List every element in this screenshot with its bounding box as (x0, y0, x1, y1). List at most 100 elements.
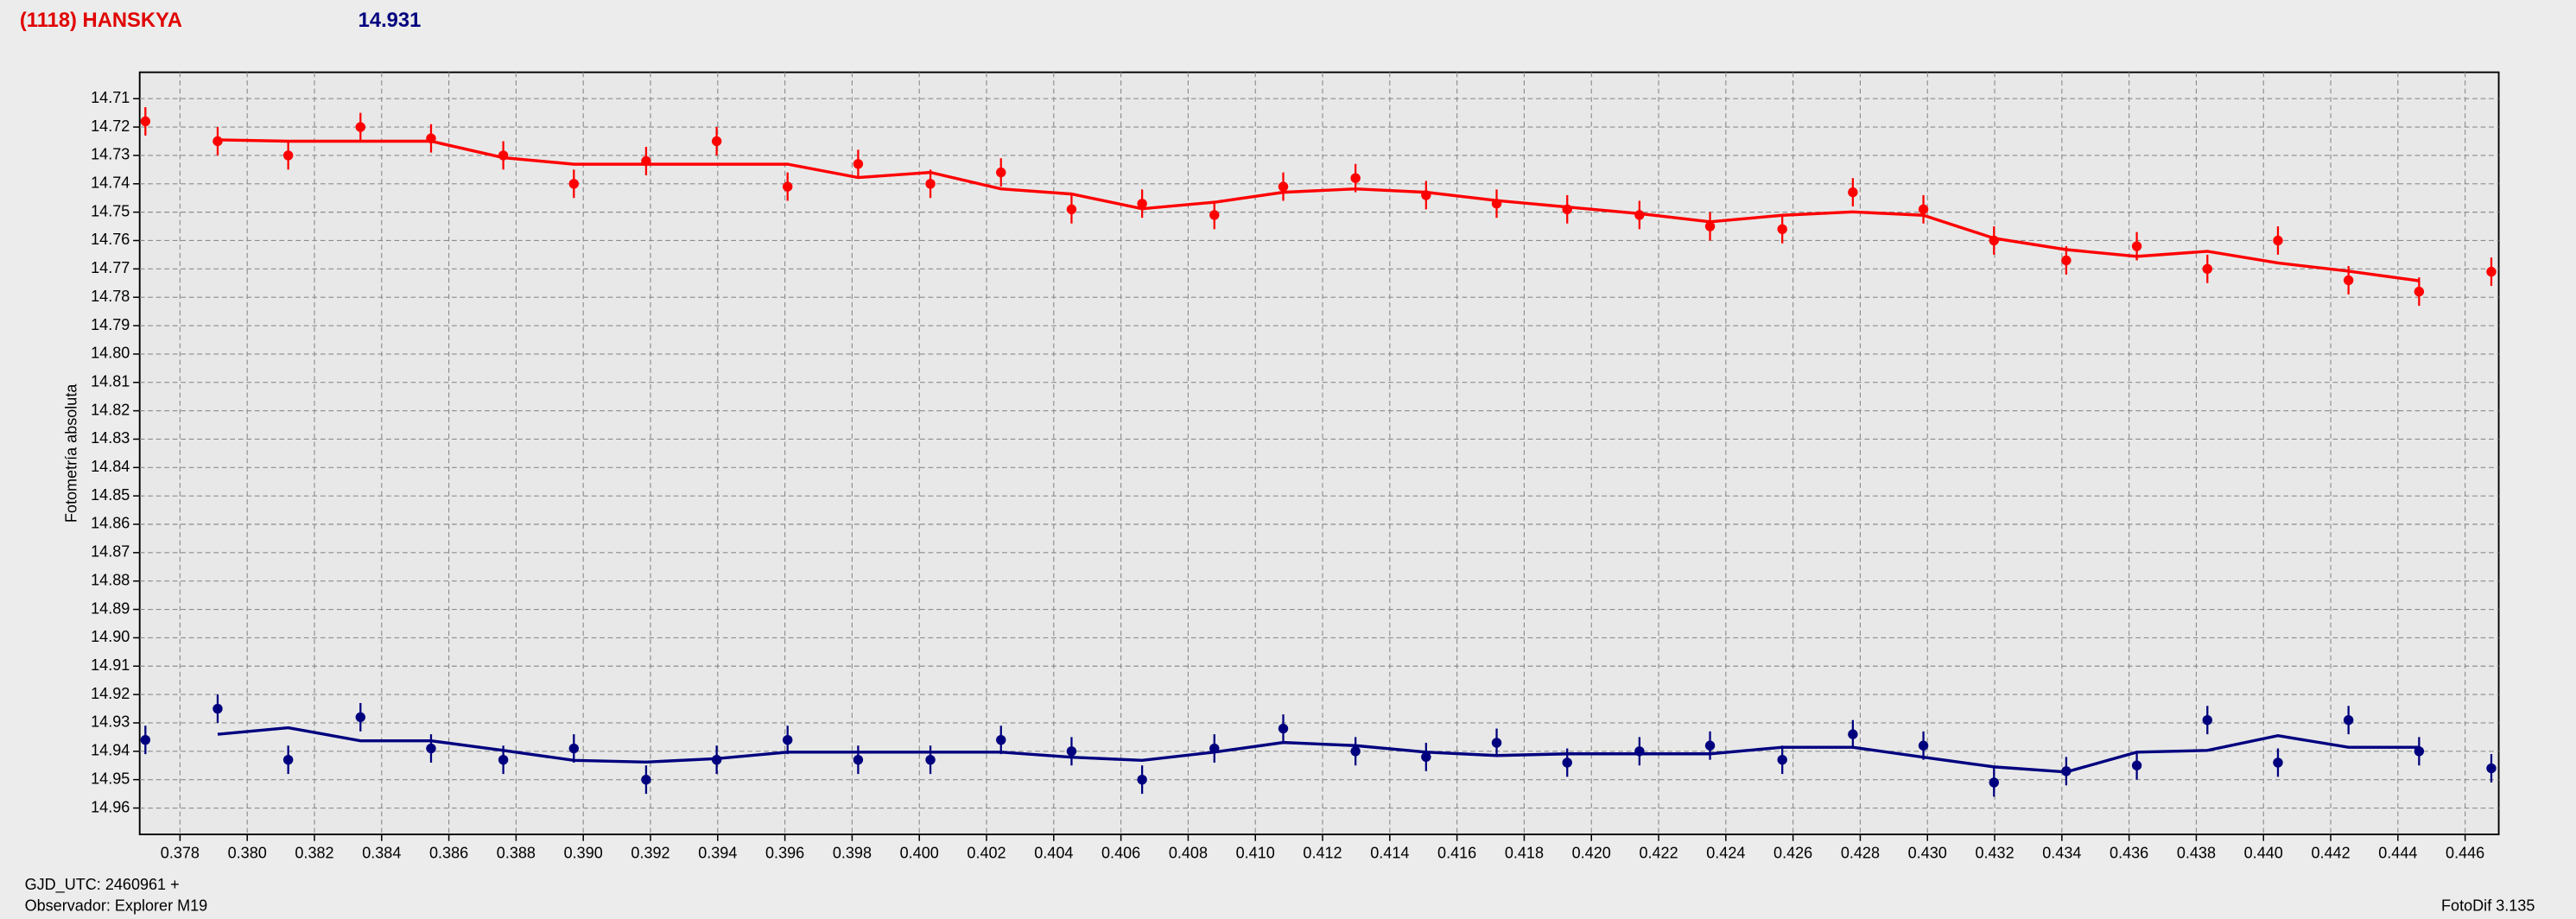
data-point (996, 734, 1006, 745)
y-tick-label: 14.72 (91, 117, 130, 135)
data-point (2273, 757, 2283, 768)
x-tick-label: 0.398 (833, 845, 872, 862)
data-point (1137, 774, 1147, 785)
y-tick-label: 14.74 (91, 174, 130, 192)
chart-title: (1118) HANSKYA (20, 9, 182, 32)
data-point (925, 179, 936, 189)
y-tick-label: 14.88 (91, 571, 130, 588)
fit-line (217, 138, 2420, 282)
y-tick-label: 14.76 (91, 231, 130, 248)
x-tick-label: 0.440 (2244, 845, 2283, 862)
x-tick-label: 0.438 (2177, 845, 2216, 862)
data-point (853, 754, 864, 765)
data-point (1848, 187, 1858, 198)
x-tick-label: 0.390 (564, 845, 603, 862)
x-tick-label: 0.410 (1236, 845, 1275, 862)
y-tick-label: 14.87 (91, 543, 130, 561)
x-tick-label: 0.404 (1034, 845, 1073, 862)
x-tick-label: 0.428 (1841, 845, 1880, 862)
x-tick-label: 0.446 (2446, 845, 2484, 862)
data-point (2131, 760, 2142, 770)
x-tick-label: 0.434 (2042, 845, 2081, 862)
data-point (1350, 746, 1361, 757)
data-point (1137, 199, 1147, 209)
x-tick-label: 0.442 (2311, 845, 2350, 862)
data-point (1278, 723, 1289, 734)
y-tick-label: 14.73 (91, 146, 130, 163)
y-tick-label: 14.89 (91, 599, 130, 617)
y-tick-label: 14.81 (91, 373, 130, 390)
y-tick-label: 14.96 (91, 798, 130, 815)
data-point (1777, 224, 1787, 235)
data-point (426, 743, 436, 754)
data-point (783, 181, 793, 192)
x-tick-label: 0.412 (1303, 845, 1342, 862)
x-tick-label: 0.400 (900, 845, 939, 862)
data-point (1278, 181, 1289, 192)
x-tick-label: 0.424 (1706, 845, 1745, 862)
data-point (568, 743, 580, 754)
data-point (1777, 754, 1787, 765)
y-tick-label: 14.82 (91, 401, 130, 418)
data-point (711, 136, 722, 147)
x-tick-label: 0.396 (765, 845, 804, 862)
x-tick-label: 0.408 (1169, 845, 1208, 862)
footer-text: FotoDif 3.135 (2441, 897, 2535, 915)
y-tick-label: 14.79 (91, 316, 130, 333)
y-tick-label: 14.92 (91, 685, 130, 702)
x-tick-label: 0.426 (1773, 845, 1812, 862)
y-tick-label: 14.71 (91, 89, 130, 106)
y-tick-label: 14.80 (91, 345, 130, 362)
x-tick-label: 0.392 (631, 845, 669, 862)
data-point (1989, 777, 1999, 788)
data-point (1562, 757, 1572, 768)
data-point (2061, 255, 2072, 266)
data-point (1704, 221, 1716, 231)
y-tick-label: 14.93 (91, 713, 130, 731)
data-point (2273, 235, 2283, 246)
data-point (140, 734, 151, 745)
data-point (996, 167, 1006, 178)
data-point (1848, 729, 1858, 739)
y-tick-label: 14.75 (91, 202, 130, 219)
data-point (282, 150, 294, 161)
data-point (2343, 275, 2354, 286)
y-tick-label: 14.77 (91, 259, 130, 276)
plot-area (138, 71, 2500, 836)
y-tick-label: 14.85 (91, 486, 130, 504)
y-axis-label: Fotometría absoluta (63, 383, 80, 523)
x-tick-label: 0.414 (1370, 845, 1409, 862)
x-tick-label: 0.418 (1505, 845, 1544, 862)
y-tick-label: 14.86 (91, 515, 130, 532)
x-tick-label: 0.406 (1101, 845, 1140, 862)
data-point (1066, 746, 1077, 757)
data-point (2131, 241, 2142, 251)
data-point (925, 754, 936, 765)
data-point (140, 116, 151, 127)
x-tick-label: 0.436 (2110, 845, 2148, 862)
data-point (1491, 738, 1502, 748)
data-point (1918, 740, 1929, 751)
x-tick-label: 0.378 (161, 845, 200, 862)
y-tick-label: 14.94 (91, 742, 130, 759)
x-tick-label: 0.420 (1572, 845, 1611, 862)
y-tick-label: 14.84 (91, 458, 130, 475)
data-point (2486, 763, 2497, 774)
footer-text: GJD_UTC: 2460961 + (25, 876, 180, 894)
data-point (355, 712, 365, 723)
x-tick-label: 0.402 (967, 845, 1006, 862)
data-point (783, 734, 793, 745)
y-tick-label: 14.78 (91, 288, 130, 305)
x-tick-label: 0.416 (1437, 845, 1476, 862)
x-tick-label: 0.430 (1908, 845, 1947, 862)
data-point (2202, 714, 2212, 726)
x-tick-label: 0.422 (1639, 845, 1678, 862)
x-tick-label: 0.388 (497, 845, 536, 862)
y-tick-label: 14.83 (91, 429, 130, 447)
data-point (498, 754, 509, 765)
x-tick-label: 0.394 (698, 845, 737, 862)
data-point (853, 159, 864, 169)
data-point (1350, 173, 1361, 183)
